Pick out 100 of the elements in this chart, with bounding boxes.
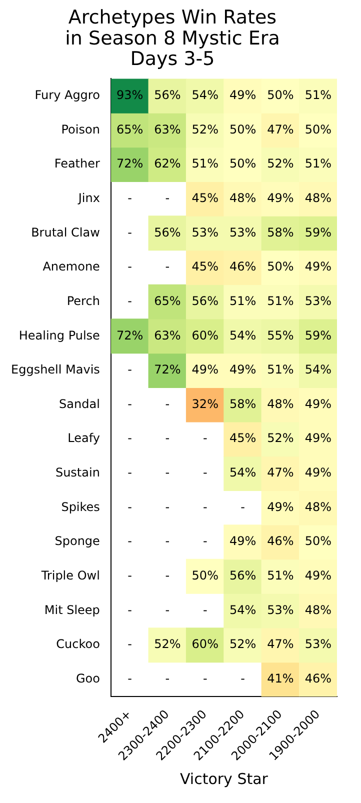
data-label: 50% <box>192 568 218 583</box>
text: - <box>128 466 132 480</box>
data-label: 53% <box>267 602 294 617</box>
data-label: 58% <box>229 396 256 411</box>
data-label: 49% <box>192 362 218 377</box>
data-label: 49% <box>304 260 332 274</box>
data-label: 65% <box>154 294 181 308</box>
data-label: 56% <box>229 568 256 583</box>
text: - <box>240 500 245 514</box>
y-tick-label: Sustain <box>55 466 100 480</box>
data-label: 50% <box>229 122 256 136</box>
data-label: 41% <box>267 672 294 686</box>
y-tick-label: Sponge <box>54 534 100 548</box>
y-tick-label: Perch <box>66 294 100 308</box>
data-label: 54% <box>229 602 256 617</box>
text: - <box>240 672 245 686</box>
data-label: 49% <box>267 190 294 205</box>
y-tick-label: Jinx <box>77 190 100 205</box>
text: - <box>128 190 132 205</box>
data-label: 62% <box>154 156 181 171</box>
data-label: 46% <box>267 534 294 548</box>
y-tick-label: Cuckoo <box>56 637 100 652</box>
data-label: 50% <box>229 156 256 171</box>
data-label: 65% <box>116 122 144 136</box>
text: - <box>165 672 170 686</box>
text: - <box>165 568 170 583</box>
y-tick-label: Goo <box>76 672 100 686</box>
y-tick-label: Mit Sleep <box>44 602 100 617</box>
text: - <box>165 602 170 617</box>
text: - <box>128 362 132 377</box>
y-tick-label: Fury Aggro <box>34 88 100 102</box>
data-label: 63% <box>154 328 181 342</box>
text: - <box>165 500 170 514</box>
data-label: 50% <box>304 534 332 548</box>
y-tick-label: Feather <box>54 156 100 171</box>
text: - <box>128 637 132 652</box>
data-label: 54% <box>229 328 256 342</box>
y-tick-label: Spikes <box>61 500 100 514</box>
data-label: 52% <box>192 122 218 136</box>
data-label: 60% <box>192 328 218 342</box>
text: - <box>128 431 132 446</box>
data-label: 48% <box>304 500 332 514</box>
x-axis-title: Victory Star <box>180 770 269 788</box>
data-label: 72% <box>154 362 181 377</box>
data-label: 48% <box>229 190 256 205</box>
text: - <box>202 466 208 480</box>
data-label: 53% <box>192 225 218 240</box>
data-label: 53% <box>304 294 332 308</box>
text: - <box>128 225 132 240</box>
data-label: 56% <box>154 225 181 240</box>
data-label: 46% <box>229 260 256 274</box>
data-label: 47% <box>267 637 294 652</box>
data-label: 72% <box>116 156 144 171</box>
data-label: 45% <box>192 190 218 205</box>
data-label: 49% <box>229 88 256 102</box>
text: - <box>128 500 132 514</box>
data-label: 50% <box>267 88 294 102</box>
text: - <box>128 260 132 274</box>
data-label: 48% <box>304 602 332 617</box>
data-label: 52% <box>229 637 256 652</box>
data-label: 53% <box>304 637 332 652</box>
data-label: 52% <box>267 431 294 446</box>
text: - <box>202 431 208 446</box>
data-label: 49% <box>229 534 256 548</box>
text: - <box>128 602 132 617</box>
y-tick-label: Sandal <box>59 396 100 411</box>
y-tick-label: Healing Pulse <box>18 328 100 342</box>
text: - <box>165 466 170 480</box>
data-label: 54% <box>229 466 256 480</box>
data-label: 49% <box>304 396 332 411</box>
data-label: 48% <box>267 396 294 411</box>
data-label: 45% <box>229 431 256 446</box>
text: - <box>165 534 170 548</box>
text: - <box>165 260 170 274</box>
data-label: 59% <box>304 328 332 342</box>
text: - <box>128 534 132 548</box>
data-label: 72% <box>116 328 144 342</box>
data-label: 52% <box>154 637 181 652</box>
data-label: 51% <box>267 294 294 308</box>
y-tick-label: Poison <box>61 122 100 136</box>
data-label: 46% <box>304 672 332 686</box>
data-label: 54% <box>192 88 218 102</box>
data-label: 52% <box>267 156 294 171</box>
data-label: 51% <box>229 294 256 308</box>
data-label: 49% <box>304 568 332 583</box>
data-label: 59% <box>304 225 332 240</box>
data-label: 51% <box>304 156 332 171</box>
data-label: 51% <box>192 156 218 171</box>
data-label: 93% <box>116 88 144 102</box>
data-label: 54% <box>304 362 332 377</box>
text: - <box>128 396 132 411</box>
y-tick-label: Brutal Claw <box>31 225 100 240</box>
data-label: 58% <box>267 225 294 240</box>
text: - <box>202 534 208 548</box>
text: - <box>128 294 132 308</box>
data-label: 49% <box>304 466 332 480</box>
data-label: 55% <box>267 328 294 342</box>
data-label: 53% <box>229 225 256 240</box>
data-label: 49% <box>267 500 294 514</box>
y-tick-label: Anemone <box>42 260 100 274</box>
